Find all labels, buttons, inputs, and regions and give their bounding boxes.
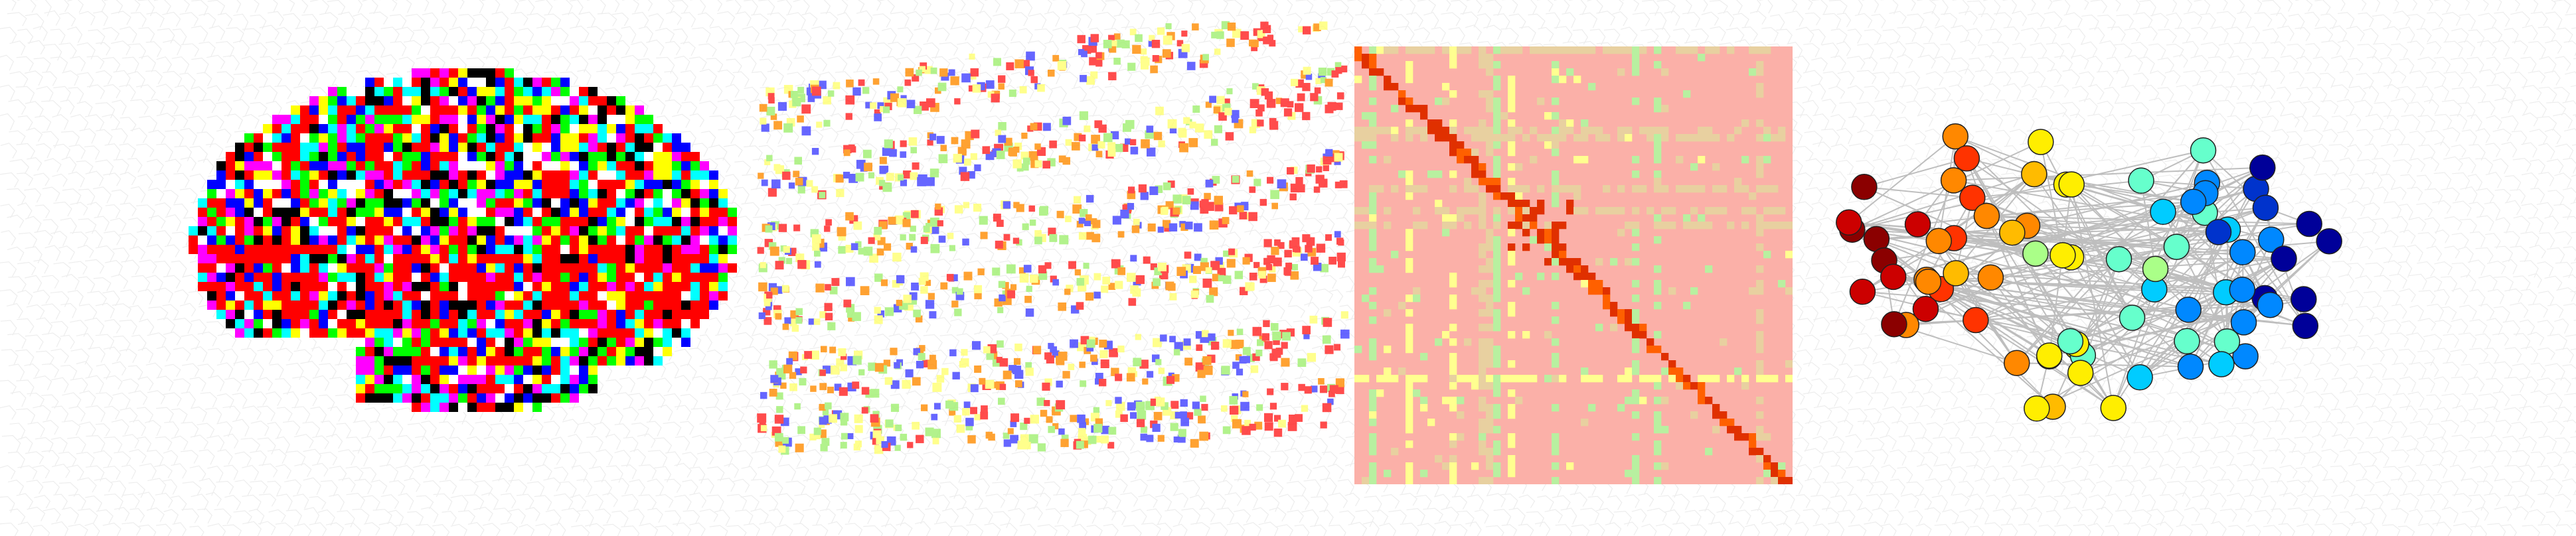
network-nodes — [1836, 123, 2342, 422]
network-node — [2105, 245, 2133, 273]
network-node — [2316, 228, 2342, 255]
network-node — [2229, 239, 2256, 266]
network-node — [1912, 295, 1939, 322]
network-node — [2050, 242, 2076, 269]
network-node — [2036, 342, 2063, 369]
network-node — [2127, 364, 2153, 391]
network-node — [2058, 171, 2085, 198]
network-node — [1880, 263, 1907, 291]
network-node — [1942, 123, 1969, 150]
network-node — [2150, 198, 2176, 226]
network-graph-panel — [1806, 63, 2364, 461]
matrix-cells — [1354, 46, 1793, 484]
connectivity-matrix-panel — [1354, 46, 1793, 484]
network-node — [2003, 350, 2030, 376]
network-node — [2177, 354, 2204, 380]
network-node — [2249, 154, 2276, 181]
network-node — [1973, 202, 2000, 230]
network-node — [2180, 188, 2207, 216]
network-node — [1904, 211, 1931, 237]
connectivity-matrix — [1354, 46, 1793, 484]
network-node — [2230, 309, 2257, 336]
network-node — [2128, 167, 2154, 194]
network-node — [2057, 328, 2084, 355]
network-node — [1915, 268, 1942, 295]
network-node — [2252, 194, 2279, 221]
network-node — [1959, 184, 1986, 211]
network-node — [1881, 310, 1907, 338]
network-node — [1851, 174, 1878, 200]
network-node — [1963, 306, 1989, 334]
network-node — [2021, 161, 2048, 188]
network-node — [2028, 129, 2054, 155]
network-node — [1836, 209, 1862, 236]
brain-voxels — [189, 68, 737, 412]
network-node — [2024, 395, 2050, 422]
network-node — [1940, 167, 1967, 194]
brain-network-graph — [1836, 123, 2342, 422]
network-node — [2271, 245, 2297, 272]
network-node — [2190, 137, 2217, 164]
network-node — [2232, 343, 2259, 369]
network-node — [2119, 304, 2146, 331]
network-node — [1925, 228, 1952, 255]
network-node — [2214, 328, 2241, 355]
network-node — [2067, 360, 2094, 386]
network-node — [2257, 291, 2284, 318]
brain-voxel-map — [189, 68, 737, 412]
brain-voxel-panel — [179, 50, 750, 448]
network-node — [2229, 276, 2256, 303]
network-node — [1943, 260, 1969, 287]
network-node — [1953, 145, 1980, 172]
network-node — [2100, 395, 2127, 421]
network-node — [2258, 226, 2285, 253]
network-node — [2296, 210, 2322, 237]
network-node — [2163, 234, 2190, 260]
network-node — [2205, 219, 2232, 245]
point-cloud-markers — [757, 21, 1350, 455]
network-node — [2174, 328, 2200, 355]
network-node — [2022, 240, 2049, 267]
network-node — [1977, 264, 2004, 291]
network-node — [1849, 279, 1876, 305]
network-node — [1999, 219, 2026, 246]
point-cloud-panel — [744, 13, 1354, 504]
voxel-point-cloud — [757, 21, 1350, 455]
network-node — [2208, 351, 2235, 377]
network-node — [2292, 312, 2319, 340]
network-node — [2175, 297, 2202, 323]
network-node — [2291, 286, 2317, 312]
network-node — [2142, 255, 2169, 283]
